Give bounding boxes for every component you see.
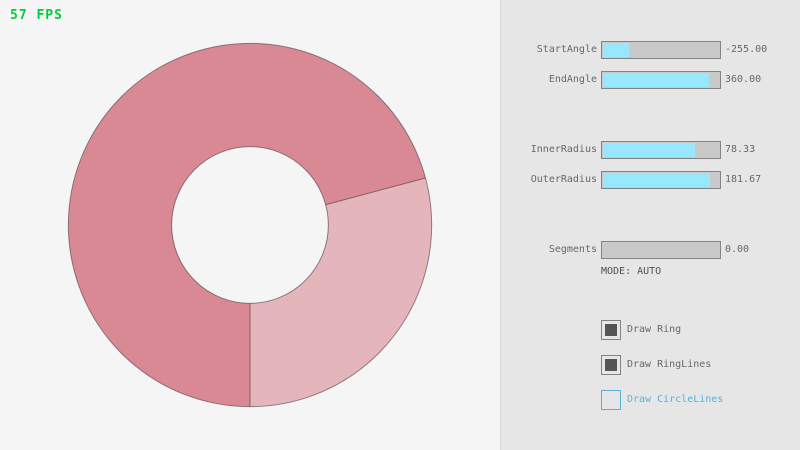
outer-radius-label: OuterRadius bbox=[530, 174, 597, 185]
draw-ring-lines-label: Draw RingLines bbox=[627, 359, 712, 370]
draw-circle-lines-label: Draw CircleLines bbox=[627, 394, 724, 405]
inner-radius-label: InnerRadius bbox=[530, 144, 597, 155]
slider-row-inner-radius: InnerRadius 78.33 bbox=[501, 140, 800, 160]
draw-ring-checkbox[interactable] bbox=[601, 320, 621, 340]
segments-value: 0.00 bbox=[725, 244, 750, 255]
outer-radius-slider[interactable] bbox=[601, 171, 721, 189]
checkbox-row-draw-circle-lines: Draw CircleLines bbox=[501, 390, 800, 410]
start-angle-slider[interactable] bbox=[601, 41, 721, 59]
fps-counter: 57 FPS bbox=[10, 8, 63, 23]
check-mark-icon bbox=[605, 324, 617, 336]
slider-row-segments: Segments 0.00 bbox=[501, 240, 800, 260]
draw-ring-lines-checkbox[interactable] bbox=[601, 355, 621, 375]
checkbox-row-draw-ring-lines: Draw RingLines bbox=[501, 355, 800, 375]
check-mark-icon bbox=[605, 359, 617, 371]
slider-fill bbox=[603, 173, 711, 187]
draw-circle-lines-checkbox[interactable] bbox=[601, 390, 621, 410]
outer-radius-value: 181.67 bbox=[725, 174, 762, 185]
ring-chart bbox=[67, 42, 433, 408]
end-angle-value: 360.00 bbox=[725, 74, 762, 85]
segments-slider[interactable] bbox=[601, 241, 721, 259]
slider-row-start-angle: StartAngle -255.00 bbox=[501, 40, 800, 60]
end-angle-label: EndAngle bbox=[548, 74, 597, 85]
slider-row-end-angle: EndAngle 360.00 bbox=[501, 70, 800, 90]
end-angle-slider[interactable] bbox=[601, 71, 721, 89]
slider-fill bbox=[603, 73, 710, 87]
draw-ring-label: Draw Ring bbox=[627, 324, 682, 335]
controls-panel: StartAngle -255.00 EndAngle 360.00 Inner… bbox=[500, 0, 800, 450]
slider-fill bbox=[603, 43, 629, 57]
inner-radius-value: 78.33 bbox=[725, 144, 756, 155]
start-angle-value: -255.00 bbox=[725, 44, 768, 55]
slider-row-outer-radius: OuterRadius 181.67 bbox=[501, 170, 800, 190]
mode-label: MODE: AUTO bbox=[601, 266, 662, 277]
segments-label: Segments bbox=[548, 244, 597, 255]
inner-radius-slider[interactable] bbox=[601, 141, 721, 159]
slider-fill bbox=[603, 143, 696, 157]
start-angle-label: StartAngle bbox=[536, 44, 597, 55]
checkbox-row-draw-ring: Draw Ring bbox=[501, 320, 800, 340]
